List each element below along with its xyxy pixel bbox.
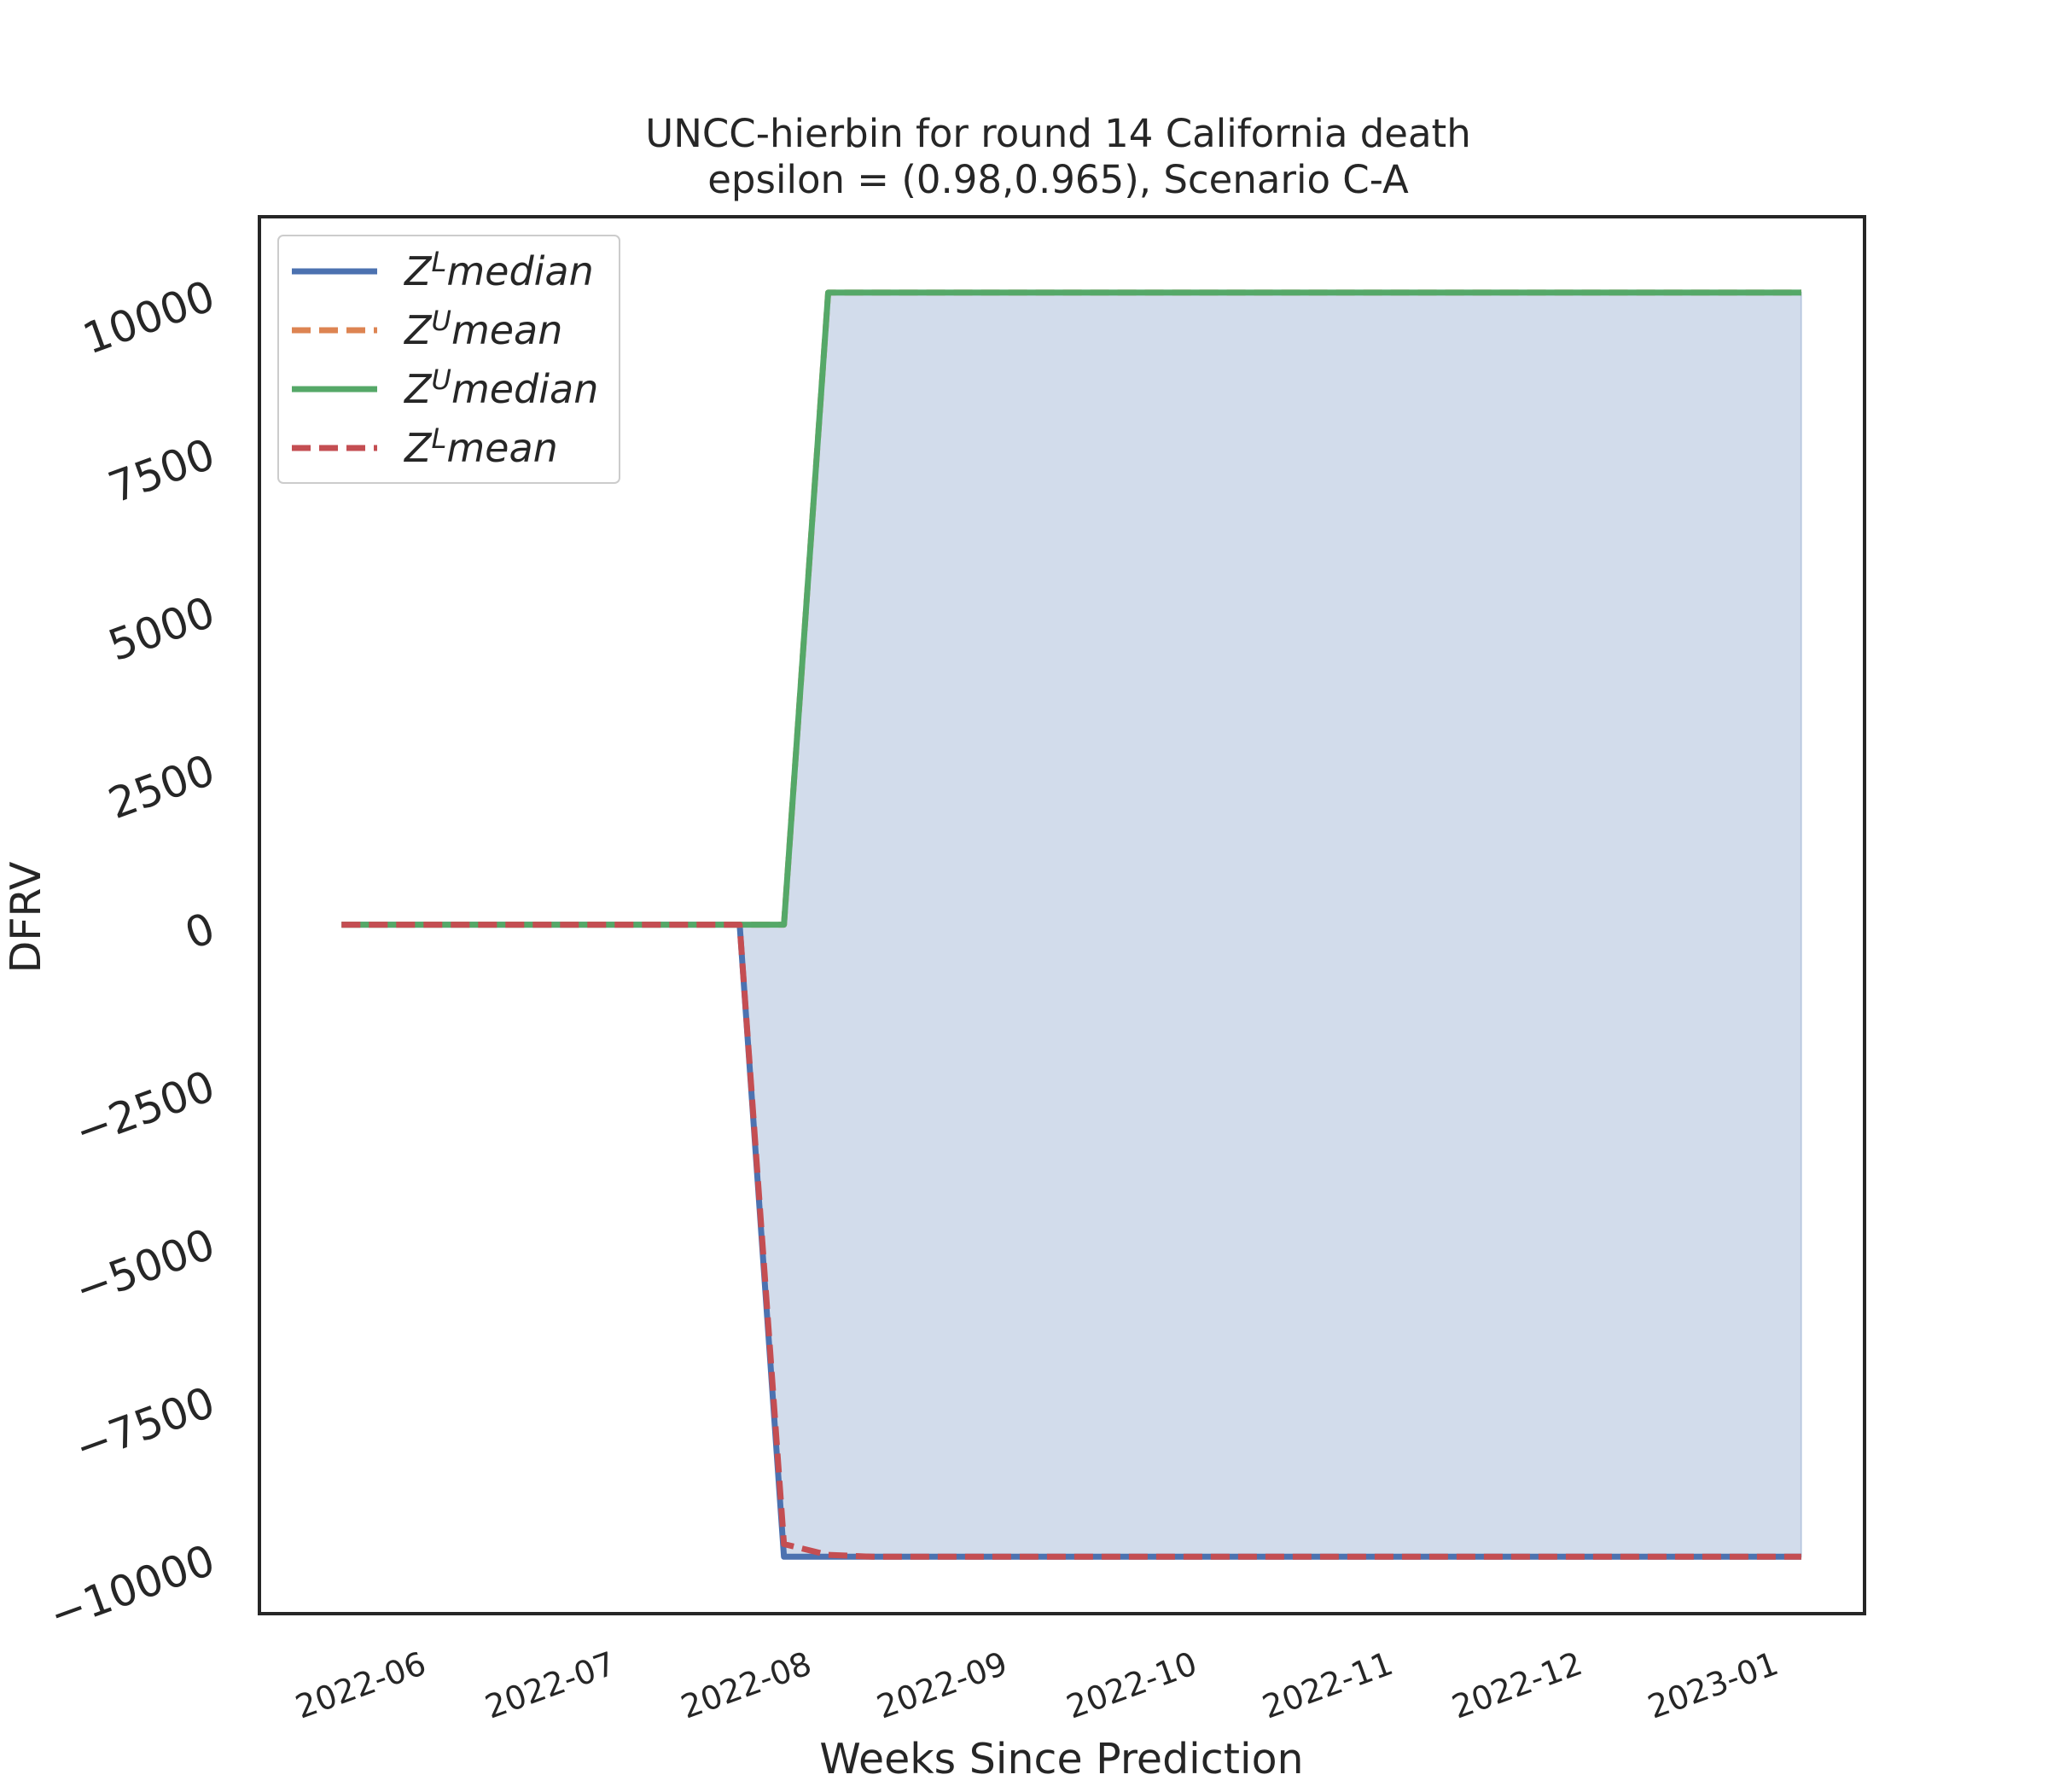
- chart-subtitle: epsilon = (0.98,0.965), Scenario C-A: [707, 157, 1409, 202]
- x-tick-label: 2022-12: [1447, 1644, 1587, 1726]
- y-axis-ticks: 10000 7500 5000 2500 0 −2500 −5000 −7500 −10000: [43, 271, 221, 1641]
- legend-label: ZUmean: [403, 305, 562, 353]
- chart-title: UNCC-hierbin for round 14 California dea…: [645, 111, 1470, 156]
- series-line-3: [341, 289, 1801, 928]
- x-tick-label: 2022-09: [872, 1644, 1012, 1726]
- x-tick-label: 2022-06: [291, 1644, 431, 1726]
- y-tick-label: −7500: [68, 1377, 221, 1473]
- x-tick-label: 2022-11: [1258, 1644, 1398, 1726]
- legend-box: [277, 235, 620, 484]
- legend: ZLmedian ZUmean ZUmedian ZLmean: [277, 235, 620, 484]
- y-tick-label: 2500: [102, 745, 221, 829]
- x-axis-label: Weeks Since Prediction: [819, 1735, 1303, 1783]
- plot-frame: [258, 215, 1866, 1615]
- y-tick-label: −10000: [43, 1535, 221, 1640]
- y-tick-label: −2500: [68, 1062, 221, 1157]
- legend-label: ZLmedian: [403, 246, 594, 294]
- x-tick-label: 2023-01: [1643, 1644, 1783, 1726]
- y-tick-label: 10000: [77, 271, 221, 364]
- y-tick-label: 7500: [102, 429, 221, 513]
- plot-area: [341, 289, 1802, 1560]
- legend-label: ZUmedian: [403, 364, 598, 412]
- y-tick-label: 5000: [102, 587, 221, 671]
- y-axis-label: DFRV: [2, 861, 50, 973]
- x-tick-label: 2022-07: [480, 1644, 620, 1726]
- x-tick-label: 2022-10: [1062, 1644, 1201, 1726]
- x-tick-label: 2022-08: [676, 1644, 816, 1726]
- x-axis-ticks: 2022-06 2022-07 2022-08 2022-09 2022-10 2022-…: [291, 1644, 1783, 1726]
- y-tick-label: 0: [178, 903, 221, 958]
- y-tick-label: −5000: [68, 1219, 221, 1315]
- legend-label: ZLmean: [403, 422, 558, 471]
